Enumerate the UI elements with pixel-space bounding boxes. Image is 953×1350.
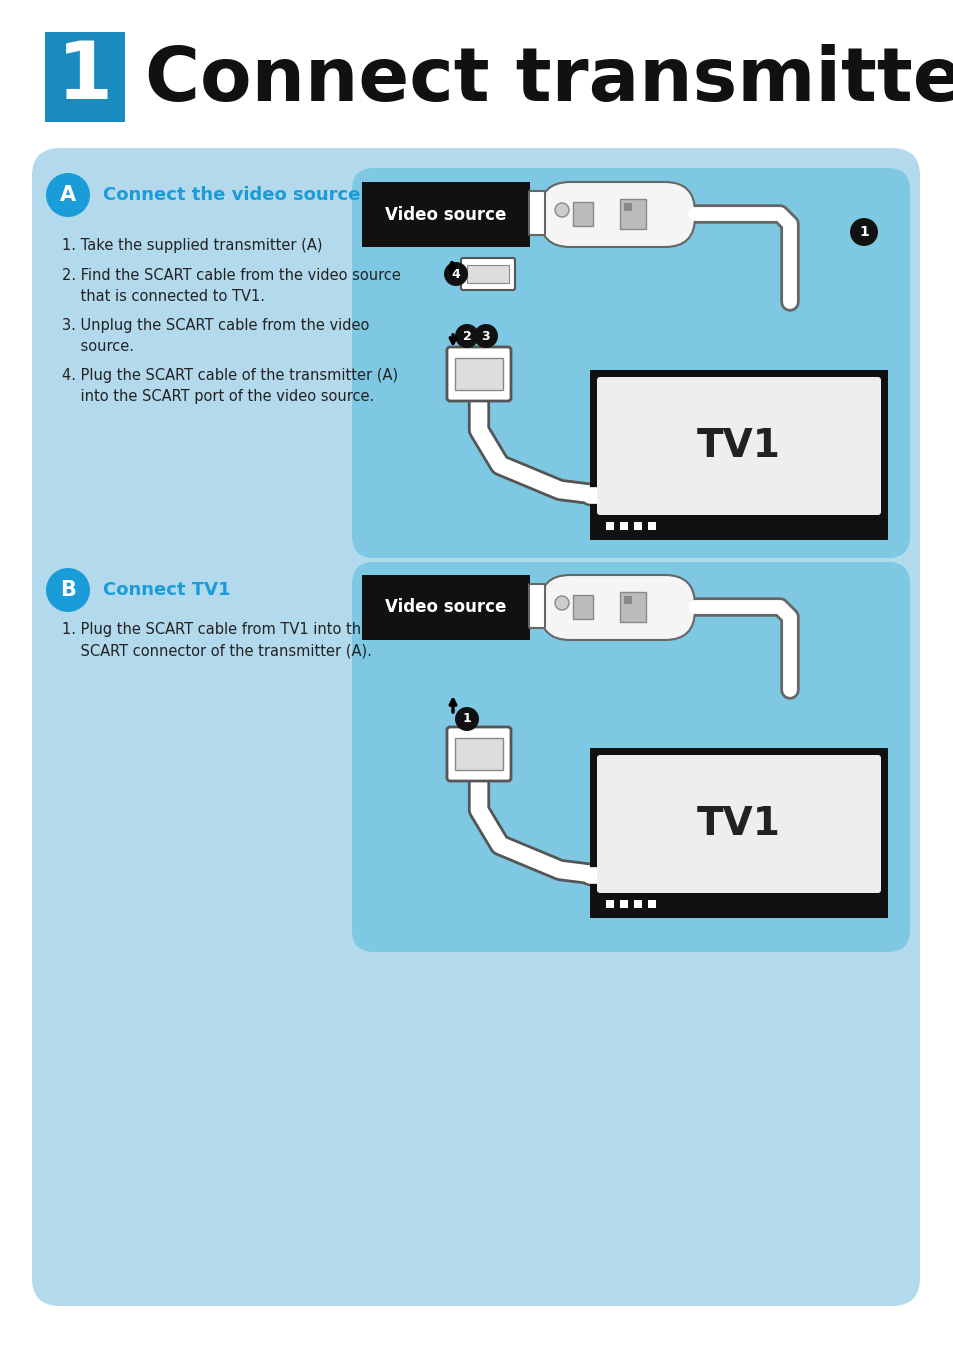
Circle shape: [555, 202, 568, 217]
Circle shape: [443, 262, 468, 286]
FancyBboxPatch shape: [352, 167, 909, 558]
FancyBboxPatch shape: [447, 728, 511, 782]
FancyBboxPatch shape: [447, 347, 511, 401]
Circle shape: [455, 324, 478, 348]
Text: 1: 1: [57, 38, 112, 116]
Text: A: A: [60, 185, 76, 205]
FancyBboxPatch shape: [619, 198, 645, 230]
FancyBboxPatch shape: [589, 370, 887, 540]
Bar: [605, 900, 614, 909]
Text: Connect the video source: Connect the video source: [103, 186, 360, 204]
FancyBboxPatch shape: [539, 182, 695, 247]
FancyBboxPatch shape: [529, 190, 544, 235]
FancyBboxPatch shape: [467, 265, 509, 284]
FancyBboxPatch shape: [361, 182, 530, 247]
Text: 1: 1: [859, 225, 868, 239]
Text: 2. Find the SCART cable from the video source
    that is connected to TV1.: 2. Find the SCART cable from the video s…: [62, 269, 400, 304]
FancyBboxPatch shape: [361, 575, 530, 640]
Circle shape: [455, 707, 478, 730]
Text: TV1: TV1: [697, 805, 781, 842]
FancyBboxPatch shape: [539, 575, 695, 640]
Text: 1. Take the supplied transmitter (A): 1. Take the supplied transmitter (A): [62, 238, 322, 252]
Text: 4: 4: [451, 267, 460, 281]
Circle shape: [46, 173, 90, 217]
Bar: [619, 900, 627, 909]
FancyBboxPatch shape: [597, 755, 880, 892]
Bar: [634, 900, 641, 909]
FancyBboxPatch shape: [455, 738, 502, 769]
Bar: [634, 522, 641, 531]
FancyBboxPatch shape: [623, 595, 631, 603]
Text: Connect transmitter: Connect transmitter: [145, 43, 953, 116]
Text: Video source: Video source: [385, 205, 506, 224]
Text: 3. Unplug the SCART cable from the video
    source.: 3. Unplug the SCART cable from the video…: [62, 319, 369, 354]
Circle shape: [474, 324, 497, 348]
Text: 4. Plug the SCART cable of the transmitter (A)
    into the SCART port of the vi: 4. Plug the SCART cable of the transmitt…: [62, 369, 397, 404]
FancyBboxPatch shape: [589, 748, 887, 918]
Circle shape: [849, 217, 877, 246]
Circle shape: [46, 568, 90, 612]
Text: 1. Plug the SCART cable from TV1 into the
    SCART connector of the transmitter: 1. Plug the SCART cable from TV1 into th…: [62, 622, 372, 657]
Text: Connect TV1: Connect TV1: [103, 580, 231, 599]
Text: 3: 3: [481, 329, 490, 343]
FancyBboxPatch shape: [455, 358, 502, 390]
Circle shape: [555, 595, 568, 610]
FancyBboxPatch shape: [619, 593, 645, 622]
Bar: [619, 522, 627, 531]
FancyBboxPatch shape: [597, 377, 880, 514]
FancyBboxPatch shape: [573, 202, 593, 225]
Text: Video source: Video source: [385, 598, 506, 617]
Bar: [605, 522, 614, 531]
FancyBboxPatch shape: [352, 562, 909, 952]
Text: TV1: TV1: [697, 427, 781, 464]
Bar: [647, 522, 656, 531]
Text: B: B: [60, 580, 76, 599]
Bar: [647, 900, 656, 909]
FancyBboxPatch shape: [460, 258, 515, 290]
Text: 1: 1: [462, 713, 471, 725]
FancyBboxPatch shape: [573, 595, 593, 620]
FancyBboxPatch shape: [529, 585, 544, 628]
FancyBboxPatch shape: [32, 148, 919, 1305]
FancyBboxPatch shape: [45, 32, 125, 122]
FancyBboxPatch shape: [623, 202, 631, 211]
Text: 2: 2: [462, 329, 471, 343]
